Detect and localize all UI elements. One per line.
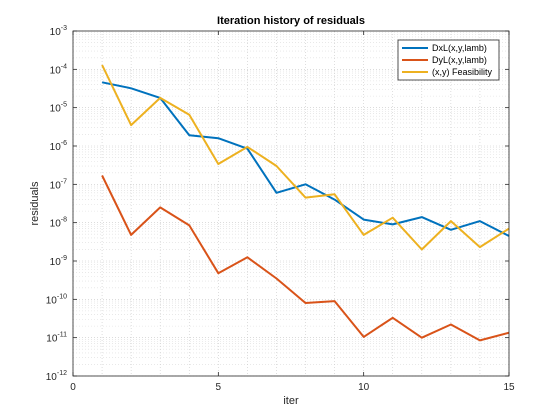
- legend-label: (x,y) Feasibility: [432, 67, 493, 77]
- legend-label: DxL(x,y,lamb): [432, 43, 487, 53]
- y-tick-label: 10-9: [50, 255, 67, 268]
- y-tick-label: 10-10: [46, 293, 67, 306]
- y-axis-label: residuals: [29, 181, 41, 226]
- y-tick-label: 10-5: [50, 102, 67, 115]
- x-axis-label: iter: [283, 395, 299, 407]
- y-tick-label: 10-4: [50, 63, 67, 76]
- grid: [72, 30, 510, 377]
- legend-label: DyL(x,y,lamb): [432, 55, 487, 65]
- y-tick-label: 10-12: [46, 370, 67, 383]
- legend: DxL(x,y,lamb) DyL(x,y,lamb) (x,y) Feasibil…: [397, 39, 500, 81]
- series-line-1: [101, 81, 510, 237]
- x-tick-label: 5: [216, 382, 222, 393]
- series-line-3: [101, 64, 510, 251]
- y-tick-label: 10-3: [50, 25, 67, 38]
- y-tick-label: 10-8: [50, 217, 67, 230]
- y-tick-label: 10-7: [50, 178, 67, 191]
- x-tick-labels: 0 5 10 15: [70, 382, 515, 393]
- chart-title: Iteration history of residuals: [217, 15, 365, 27]
- tick-marks: [72, 30, 510, 377]
- y-tick-labels: 10-12 10-11 10-10 10-9 10-8 10-7 10-6 10-5 10-4 1…: [46, 25, 67, 383]
- plot-frame: [72, 30, 510, 377]
- x-tick-label: 10: [358, 382, 370, 393]
- x-tick-label: 15: [503, 382, 515, 393]
- y-tick-label: 10-6: [50, 140, 67, 153]
- y-tick-label: 10-11: [46, 332, 67, 345]
- x-tick-label: 0: [70, 382, 76, 393]
- series-line-2: [101, 175, 510, 342]
- series-lines: [101, 64, 510, 342]
